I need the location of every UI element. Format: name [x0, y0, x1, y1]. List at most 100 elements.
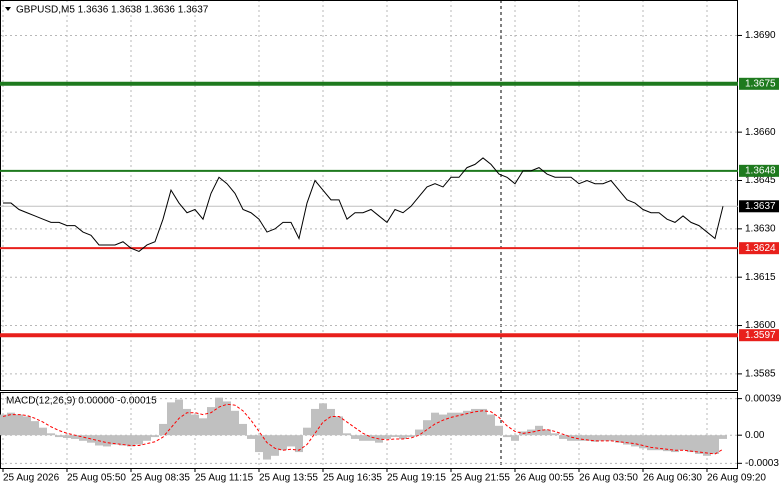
- histogram-bar: [295, 435, 303, 453]
- level-label-box: [739, 77, 779, 90]
- x-tick-label: 25 Aug 05:50: [67, 473, 126, 484]
- histogram-bar: [591, 435, 599, 442]
- histogram-bar: [647, 435, 655, 451]
- histogram-bar: [359, 435, 367, 441]
- histogram-bar: [55, 435, 63, 438]
- x-tick-label: 26 Aug 06:30: [643, 473, 702, 484]
- histogram-bar: [239, 423, 247, 436]
- x-tick-label: 25 Aug 19:15: [387, 473, 446, 484]
- histogram-bar: [567, 435, 575, 441]
- histogram-bar: [463, 410, 471, 436]
- histogram-bar: [575, 435, 583, 441]
- histogram-bar: [215, 397, 223, 436]
- histogram-bar: [0, 414, 8, 436]
- histogram-bar: [175, 399, 183, 436]
- histogram-bar: [111, 435, 119, 445]
- histogram-bar: [159, 423, 167, 436]
- histogram-bar: [367, 435, 375, 441]
- level-label: 1.3624: [745, 243, 776, 254]
- histogram-bar: [15, 414, 23, 436]
- histogram-bar: [191, 414, 199, 436]
- histogram-bar: [263, 435, 271, 460]
- histogram-bar: [655, 435, 663, 451]
- histogram-bar: [319, 403, 327, 436]
- histogram-bar: [63, 435, 71, 438]
- y-tick-label: 1.3660: [745, 127, 776, 138]
- last-price-label: 1.3637: [745, 201, 776, 212]
- histogram-bar: [711, 435, 719, 454]
- histogram-bar: [583, 435, 591, 441]
- histogram-bar: [543, 429, 551, 436]
- level-label-box: [739, 242, 779, 255]
- histogram-bar: [311, 408, 319, 436]
- histogram-bar: [135, 435, 143, 445]
- histogram-bar: [247, 435, 255, 439]
- histogram-bar: [119, 435, 127, 446]
- histogram-bar: [447, 412, 455, 436]
- histogram-bar: [127, 435, 135, 447]
- histogram-bar: [423, 420, 431, 436]
- y-tick-label: 1.3600: [745, 320, 776, 331]
- price-line: [3, 157, 724, 252]
- last-price-box: [739, 200, 779, 213]
- histogram-bar: [327, 408, 335, 436]
- histogram-bar: [183, 408, 191, 436]
- histogram-bar: [351, 435, 359, 439]
- y-tick-label: 1.3645: [745, 175, 776, 186]
- histogram-bar: [279, 435, 287, 451]
- histogram-bar: [167, 402, 175, 436]
- x-tick-label: 25 Aug 11:15: [195, 473, 254, 484]
- histogram-bar: [71, 435, 79, 439]
- histogram-bar: [7, 412, 15, 436]
- histogram-bar: [103, 435, 111, 447]
- histogram-bar: [607, 435, 615, 441]
- y-tick-label: 1.3690: [745, 30, 776, 41]
- histogram-bar: [551, 433, 559, 436]
- histogram-bar: [79, 435, 87, 441]
- histogram-bar: [39, 427, 47, 436]
- x-tick-label: 25 Aug 08:35: [131, 473, 190, 484]
- histogram-bar: [287, 435, 295, 447]
- histogram-bar: [527, 429, 535, 436]
- y-tick-label: 1.3585: [745, 369, 776, 380]
- histogram-bar: [487, 414, 495, 436]
- level-label: 1.3648: [745, 165, 776, 176]
- histogram-bar: [455, 412, 463, 436]
- signal-line: [2, 403, 724, 455]
- collapse-icon: [5, 7, 11, 11]
- histogram-bar: [623, 435, 631, 445]
- histogram-bar: [695, 435, 703, 454]
- x-tick-label: 25 Aug 2026: [3, 473, 60, 484]
- histogram-bar: [151, 435, 159, 438]
- x-tick-label: 26 Aug 09:20: [707, 473, 766, 484]
- y-tick-label: 1.3615: [745, 272, 776, 283]
- histogram-bar: [719, 435, 727, 439]
- x-tick-label: 26 Aug 03:50: [579, 473, 638, 484]
- histogram-bar: [687, 435, 695, 453]
- y-tick-label: -0.0003: [745, 458, 779, 469]
- x-tick-label: 25 Aug 16:35: [323, 473, 382, 484]
- histogram-bar: [255, 435, 263, 453]
- histogram-bar: [671, 435, 679, 453]
- y-tick-label: 1.3630: [745, 223, 776, 234]
- histogram-bar: [615, 435, 623, 443]
- x-tick-label: 25 Aug 13:55: [259, 473, 318, 484]
- histogram-bar: [479, 408, 487, 436]
- y-tick-label: 0.00039: [745, 393, 781, 404]
- level-label-box: [739, 329, 779, 342]
- chart-title: GBPUSD,M5 1.3636 1.3638 1.3636 1.3637: [16, 5, 209, 16]
- histogram-bar: [663, 435, 671, 452]
- histogram-bar: [631, 435, 639, 447]
- x-tick-label: 26 Aug 00:55: [515, 473, 574, 484]
- histogram-bar: [23, 416, 31, 436]
- histogram-bar: [47, 433, 55, 436]
- histogram-bar: [271, 435, 279, 456]
- histogram-bar: [335, 416, 343, 436]
- histogram-bar: [223, 401, 231, 436]
- histogram-bar: [391, 435, 399, 438]
- histogram-bar: [407, 435, 415, 438]
- histogram-bar: [303, 427, 311, 436]
- histogram-bar: [599, 435, 607, 441]
- histogram-bar: [503, 435, 511, 438]
